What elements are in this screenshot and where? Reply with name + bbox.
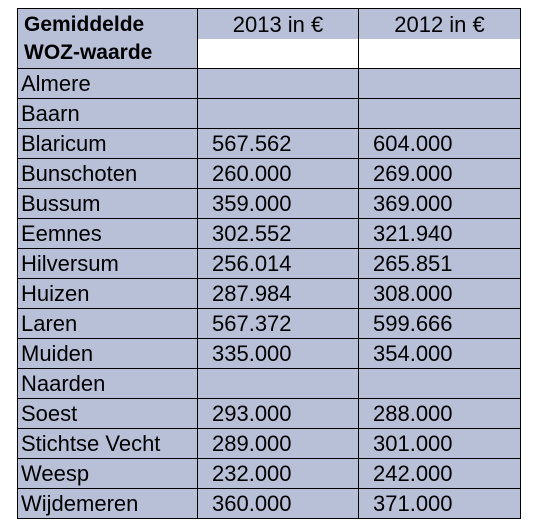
value-2012-cell: 265.851 xyxy=(358,248,521,279)
table-row: Weesp 232.000 242.000 xyxy=(17,458,521,489)
header-cell-2012: 2012 in € xyxy=(358,8,521,69)
table-row: Blaricum 567.562 604.000 xyxy=(17,128,521,159)
value-2012-cell xyxy=(358,68,521,99)
value-2013-cell: 289.000 xyxy=(197,428,359,459)
municipality-cell: Blaricum xyxy=(17,128,198,159)
table-row: Eemnes 302.552 321.940 xyxy=(17,218,521,249)
value-2013-cell: 232.000 xyxy=(197,458,359,489)
value-2013-cell: 302.552 xyxy=(197,218,359,249)
value-2013-cell: 567.562 xyxy=(197,128,359,159)
table-row: Bunschoten 260.000 269.000 xyxy=(17,158,521,189)
value-2013-cell: 335.000 xyxy=(197,338,359,369)
value-2013-cell: 360.000 xyxy=(197,488,359,519)
municipality-cell: Eemnes xyxy=(17,218,198,249)
value-2012-cell xyxy=(358,98,521,129)
value-2012-cell: 321.940 xyxy=(358,218,521,249)
table-row: Soest 293.000 288.000 xyxy=(17,398,521,429)
table-row: Laren 567.372 599.666 xyxy=(17,308,521,339)
value-2012-cell: 308.000 xyxy=(358,278,521,309)
value-2012-cell: 599.666 xyxy=(358,308,521,339)
value-2012-cell: 369.000 xyxy=(358,188,521,219)
table-row: Stichtse Vecht 289.000 301.000 xyxy=(17,428,521,459)
value-2012-cell: 301.000 xyxy=(358,428,521,459)
value-2012-cell: 242.000 xyxy=(358,458,521,489)
value-2013-cell xyxy=(197,68,359,99)
table-row: Naarden xyxy=(17,368,521,399)
woz-table: Gemiddelde WOZ-waarde 2013 in € 2012 in … xyxy=(17,8,521,519)
value-2013-cell: 567.372 xyxy=(197,308,359,339)
table-row: Almere xyxy=(17,68,521,99)
municipality-cell: Bunschoten xyxy=(17,158,198,189)
table-row: Bussum 359.000 369.000 xyxy=(17,188,521,219)
header-cell-2013: 2013 in € xyxy=(197,8,359,69)
municipality-cell: Weesp xyxy=(17,458,198,489)
municipality-cell: Laren xyxy=(17,308,198,339)
municipality-cell: Wijdemeren xyxy=(17,488,198,519)
table-row: Huizen 287.984 308.000 xyxy=(17,278,521,309)
value-2013-cell: 293.000 xyxy=(197,398,359,429)
value-2013-cell: 287.984 xyxy=(197,278,359,309)
municipality-cell: Muiden xyxy=(17,338,198,369)
table-row: Hilversum 256.014 265.851 xyxy=(17,248,521,279)
value-2013-cell: 359.000 xyxy=(197,188,359,219)
municipality-cell: Naarden xyxy=(17,368,198,399)
table-row: Muiden 335.000 354.000 xyxy=(17,338,521,369)
table-body: Gemiddelde WOZ-waarde 2013 in € 2012 in … xyxy=(17,8,521,519)
table-row: Wijdemeren 360.000 371.000 xyxy=(17,488,521,519)
municipality-cell: Hilversum xyxy=(17,248,198,279)
header-title: Gemiddelde WOZ-waarde xyxy=(24,12,153,64)
municipality-cell: Stichtse Vecht xyxy=(17,428,198,459)
value-2012-cell: 604.000 xyxy=(358,128,521,159)
value-2013-cell: 256.014 xyxy=(197,248,359,279)
table-row: Baarn xyxy=(17,98,521,129)
header-cell-title: Gemiddelde WOZ-waarde xyxy=(17,8,198,69)
municipality-cell: Soest xyxy=(17,398,198,429)
value-2012-cell: 269.000 xyxy=(358,158,521,189)
header-2013: 2013 in € xyxy=(232,11,324,37)
value-2013-cell: 260.000 xyxy=(197,158,359,189)
municipality-cell: Bussum xyxy=(17,188,198,219)
header-2012: 2012 in € xyxy=(394,11,485,37)
value-2012-cell xyxy=(358,368,521,399)
value-2012-cell: 288.000 xyxy=(358,398,521,429)
municipality-cell: Huizen xyxy=(17,278,198,309)
municipality-cell: Almere xyxy=(17,68,198,99)
value-2012-cell: 371.000 xyxy=(358,488,521,519)
value-2013-cell xyxy=(197,98,359,129)
value-2012-cell: 354.000 xyxy=(358,338,521,369)
municipality-cell: Baarn xyxy=(17,98,198,129)
value-2013-cell xyxy=(197,368,359,399)
